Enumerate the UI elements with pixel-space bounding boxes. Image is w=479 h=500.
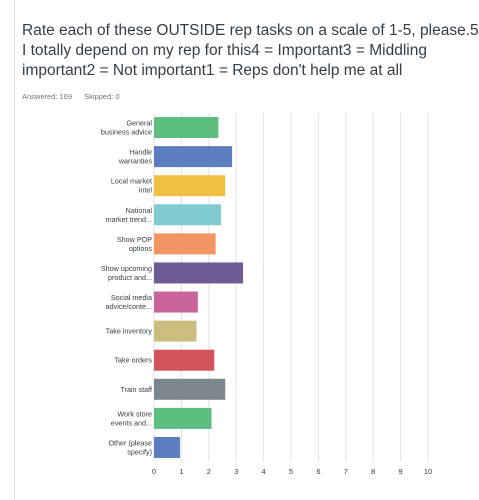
- skipped-count: Skipped: 0: [84, 92, 120, 101]
- bar: [154, 117, 219, 139]
- x-tick-label: 5: [289, 467, 293, 476]
- bar: [154, 204, 222, 226]
- bar: [154, 349, 215, 371]
- x-tick-label: 8: [371, 467, 375, 476]
- x-tick-label: 7: [344, 467, 348, 476]
- x-tick-label: 3: [234, 467, 238, 476]
- bar: [154, 175, 226, 197]
- category-label: National market trend...: [106, 206, 153, 224]
- category-label: Social media advice/conte...: [106, 293, 152, 311]
- left-border: [14, 0, 15, 500]
- category-label: Handle warranties: [118, 148, 153, 166]
- answered-count: Answered: 169: [22, 92, 73, 101]
- category-label: Show upcoming product and...: [101, 264, 152, 282]
- category-label: Work store events and...: [111, 409, 152, 427]
- category-label: General business advice: [101, 119, 153, 137]
- bar: [154, 233, 216, 255]
- category-label: Take inventory: [106, 327, 153, 336]
- bar: [154, 262, 244, 284]
- category-label: Other (please specify): [108, 438, 152, 456]
- bar: [154, 378, 226, 400]
- bar: [154, 146, 233, 168]
- category-label: Train staff: [120, 385, 152, 394]
- x-tick-label: 2: [207, 467, 211, 476]
- x-tick-label: 4: [262, 467, 266, 476]
- x-tick-label: 6: [316, 467, 320, 476]
- x-tick-label: 0: [152, 467, 156, 476]
- category-label: Show POP options: [117, 235, 153, 253]
- category-label: Take orders: [114, 356, 152, 365]
- question-title: Rate each of these OUTSIDE rep tasks on …: [22, 22, 479, 79]
- x-tick-label: 1: [179, 467, 183, 476]
- bar: [154, 436, 181, 458]
- category-label: Local market intel: [111, 177, 153, 195]
- bar: [154, 291, 198, 313]
- response-stats: Answered: 169 Skipped: 0: [22, 92, 120, 101]
- bar: [154, 407, 212, 429]
- x-tick-label: 10: [424, 467, 432, 476]
- x-tick-label: 9: [399, 467, 403, 476]
- bar: [154, 320, 197, 342]
